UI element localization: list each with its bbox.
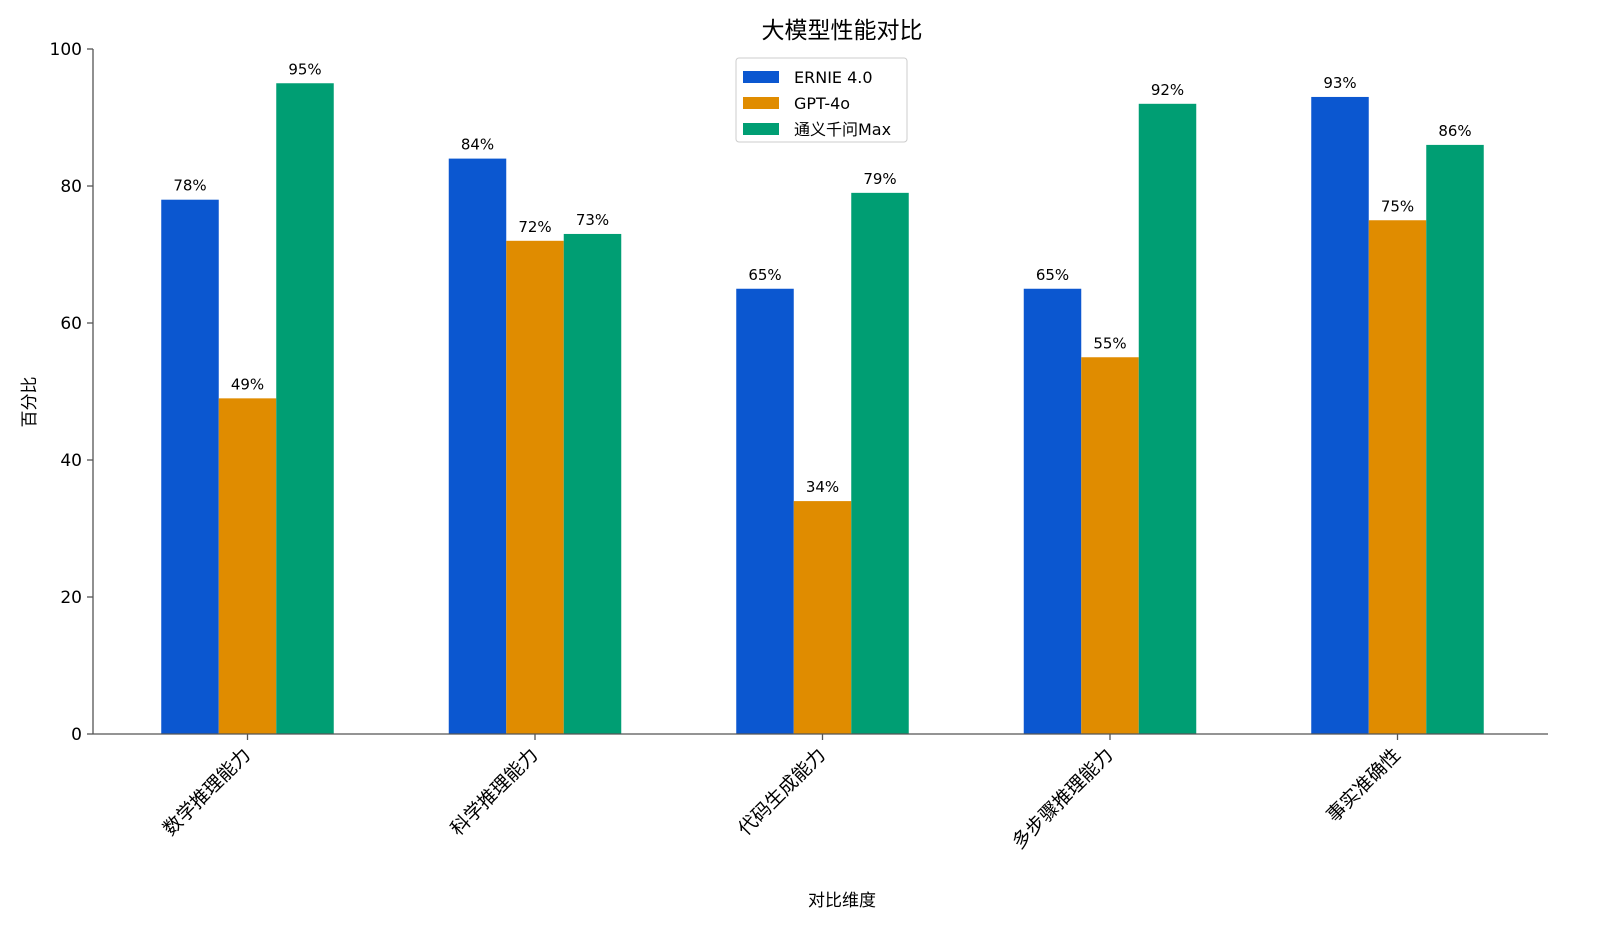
x-tick-label: 科学推理能力 — [446, 744, 542, 840]
bar — [793, 501, 852, 734]
bar-value-label: 55% — [1093, 334, 1126, 352]
bar — [736, 288, 794, 734]
y-tick-label: 40 — [60, 451, 82, 471]
bar — [1081, 357, 1139, 734]
bar-value-label: 72% — [518, 218, 551, 236]
plot-area: 78% 84% 65% 65% 93% 49% 72% 34% 55% 75% 95% 73% 79% 9… — [161, 60, 1484, 735]
bar — [506, 240, 564, 735]
legend-label: 通义千问Max — [794, 120, 891, 139]
x-tick-label: 代码生成能力 — [734, 744, 830, 840]
x-axis: 数学推理能力 科学推理能力 代码生成能力 多步骤推理能力 事实准确性 — [93, 733, 1548, 854]
bar-value-label: 49% — [231, 375, 264, 393]
bar — [1368, 220, 1427, 734]
legend-swatch — [743, 123, 779, 135]
bar — [1311, 96, 1369, 734]
x-tick-label: 多步骤推理能力 — [1008, 744, 1118, 854]
bar-value-label: 75% — [1381, 197, 1414, 215]
bar — [1426, 144, 1484, 734]
bar — [851, 192, 909, 735]
y-tick-label: 20 — [60, 588, 82, 608]
bar-value-label: 92% — [1151, 81, 1184, 99]
bar-value-label: 78% — [173, 177, 206, 195]
x-axis-label: 对比维度 — [808, 891, 876, 911]
bar-value-label: 34% — [806, 478, 839, 496]
legend-label: GPT-4o — [794, 94, 850, 113]
bar — [563, 233, 622, 734]
bar — [1138, 103, 1197, 735]
y-tick-label: 60 — [60, 314, 82, 334]
y-axis: 0 20 40 60 80 100 — [50, 40, 94, 745]
bar — [448, 158, 507, 735]
chart-title: 大模型性能对比 — [762, 18, 923, 44]
x-tick-label: 事实准确性 — [1322, 744, 1405, 827]
x-tick-label: 数学推理能力 — [159, 744, 255, 840]
y-tick-label: 100 — [50, 40, 82, 60]
bar — [276, 83, 334, 734]
bar-value-label: 93% — [1323, 74, 1356, 92]
y-tick-label: 0 — [71, 725, 82, 745]
bar — [161, 199, 219, 734]
bar-value-label: 65% — [748, 266, 781, 284]
y-axis-label: 百分比 — [20, 377, 40, 428]
legend-swatch — [743, 97, 779, 109]
bar-value-label: 65% — [1036, 266, 1069, 284]
y-tick-label: 80 — [60, 177, 82, 197]
bar-value-label: 84% — [461, 136, 494, 154]
bar-value-label: 95% — [288, 60, 321, 78]
bar — [218, 398, 277, 734]
bar-value-label: 73% — [576, 211, 609, 229]
legend-swatch — [743, 71, 779, 83]
legend: ERNIE 4.0 GPT-4o 通义千问Max — [735, 57, 908, 143]
bar-value-label: 79% — [863, 170, 896, 188]
legend-label: ERNIE 4.0 — [794, 68, 873, 87]
bar-value-label: 86% — [1438, 122, 1471, 140]
bar — [1023, 288, 1082, 734]
